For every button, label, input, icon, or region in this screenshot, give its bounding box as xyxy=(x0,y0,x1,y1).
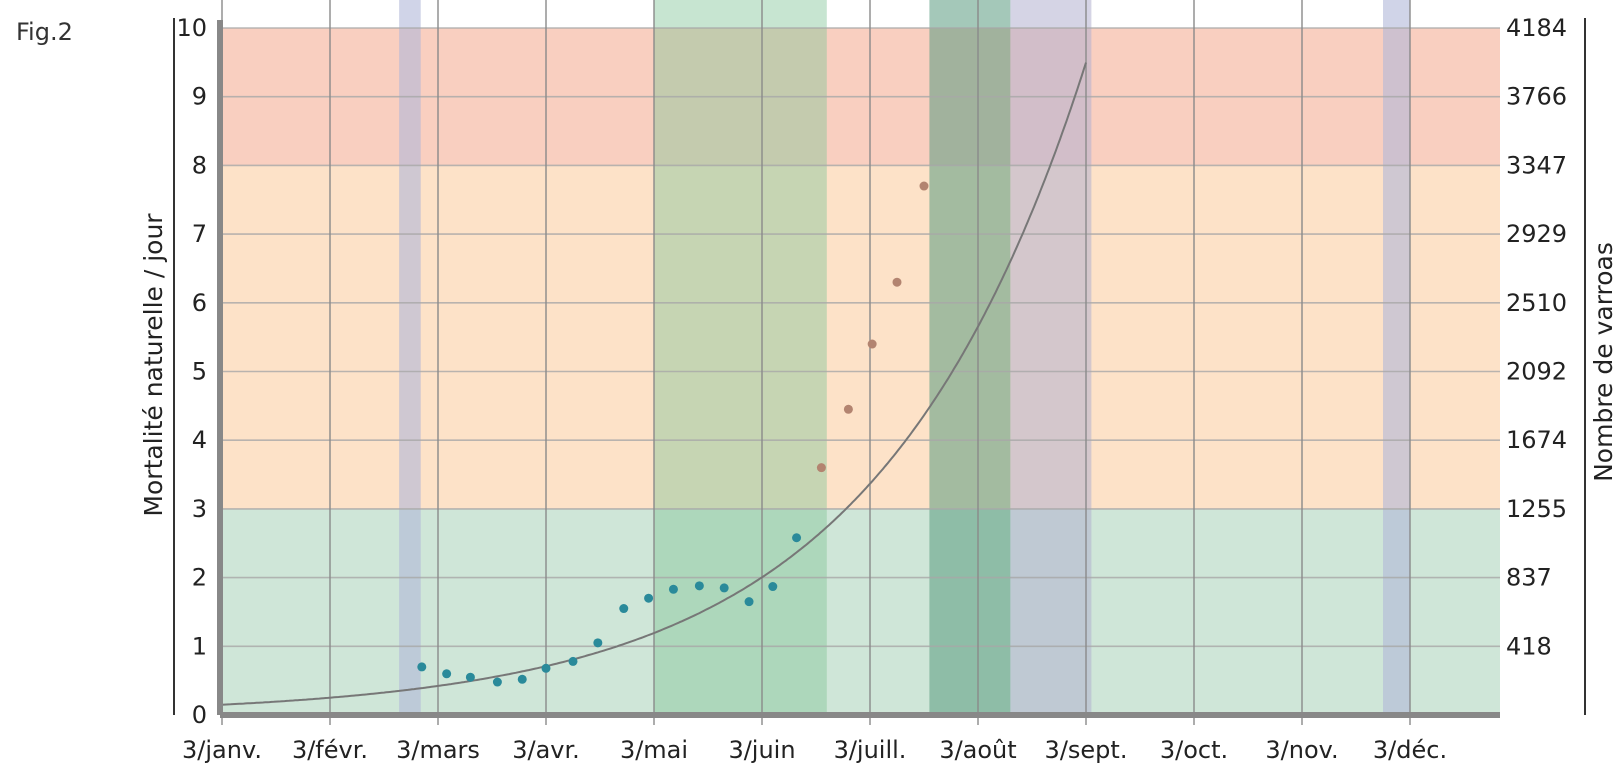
data-point xyxy=(492,677,502,687)
risk-zones xyxy=(220,28,1500,715)
x-tick-label: 3/avr. xyxy=(512,736,580,764)
y-tick-label: 5 xyxy=(192,358,207,386)
y-axis-label: Mortalité naturelle / jour xyxy=(139,213,168,517)
y-tick-label: 2 xyxy=(192,564,207,592)
y-tick-label: 0 xyxy=(192,701,207,729)
data-point xyxy=(843,404,853,414)
data-points xyxy=(417,181,929,687)
data-point xyxy=(768,582,778,592)
y2-tick-label: 2929 xyxy=(1506,220,1567,248)
data-point xyxy=(417,662,427,672)
data-point xyxy=(568,656,578,666)
data-point xyxy=(694,581,704,591)
x-tick-label: 3/nov. xyxy=(1265,736,1338,764)
y-tick-label: 6 xyxy=(192,289,207,317)
y2-tick-label: 837 xyxy=(1506,564,1552,592)
zone-orange xyxy=(220,165,1500,509)
band-2 xyxy=(929,0,1011,715)
treatment-bands xyxy=(399,0,1410,715)
y2-tick-label: 3766 xyxy=(1506,83,1567,111)
x-tick-label: 3/juill. xyxy=(834,736,907,764)
y2-tick-label: 1255 xyxy=(1506,495,1567,523)
x-tick-label: 3/déc. xyxy=(1373,736,1447,764)
y2-tick-label: 3347 xyxy=(1506,151,1567,179)
x-tick-label: 3/févr. xyxy=(292,736,368,764)
y-tick-label: 9 xyxy=(192,83,207,111)
x-tick-label: 3/août xyxy=(939,736,1016,764)
y-tick-label: 4 xyxy=(192,426,207,454)
band-0 xyxy=(399,0,421,715)
band-4 xyxy=(1383,0,1410,715)
band-3 xyxy=(1010,0,1092,715)
figure-label: Fig.2 xyxy=(16,18,73,46)
x-tick-label: 3/oct. xyxy=(1160,736,1228,764)
y-tick-label: 3 xyxy=(192,495,207,523)
data-point xyxy=(442,669,452,679)
data-point xyxy=(644,593,654,603)
y-tick-label: 7 xyxy=(192,220,207,248)
y2-tick-label: 4184 xyxy=(1506,14,1567,42)
y-tick-label: 10 xyxy=(176,14,207,42)
data-point xyxy=(619,604,629,614)
data-point xyxy=(919,181,929,191)
y2-tick-label: 2092 xyxy=(1506,358,1567,386)
data-point xyxy=(465,672,475,682)
data-point xyxy=(517,674,527,684)
data-point xyxy=(541,663,551,673)
zone-green xyxy=(220,508,1500,715)
data-point xyxy=(892,277,902,287)
x-tick-label: 3/sept. xyxy=(1045,736,1128,764)
band-1 xyxy=(654,0,827,715)
x-tick-label: 3/mars xyxy=(396,736,480,764)
trend-curve xyxy=(221,62,1087,706)
data-point xyxy=(792,533,802,543)
trend-curve-layer xyxy=(221,62,1087,706)
y2-tick-label: 1674 xyxy=(1506,426,1567,454)
x-tick-label: 3/juin xyxy=(728,736,795,764)
data-point xyxy=(593,638,603,648)
y-tick-label: 1 xyxy=(192,632,207,660)
data-point xyxy=(816,463,826,473)
x-tick-label: 3/janv. xyxy=(182,736,262,764)
axes xyxy=(173,18,1586,718)
y2-axis-label: Nombre de varroas xyxy=(1589,242,1618,482)
data-point xyxy=(867,339,877,349)
data-point xyxy=(719,583,729,593)
y-tick-label: 8 xyxy=(192,151,207,179)
data-point xyxy=(668,584,678,594)
x-tick-label: 3/mai xyxy=(620,736,688,764)
data-point xyxy=(744,597,754,607)
y2-tick-label: 418 xyxy=(1506,632,1552,660)
y2-tick-label: 2510 xyxy=(1506,289,1567,317)
tick-labels: 0 1 2 3 4 5 6 7 8 9 10 418 837 1255 1674 2092 2510 2929 33… xyxy=(176,14,1567,764)
